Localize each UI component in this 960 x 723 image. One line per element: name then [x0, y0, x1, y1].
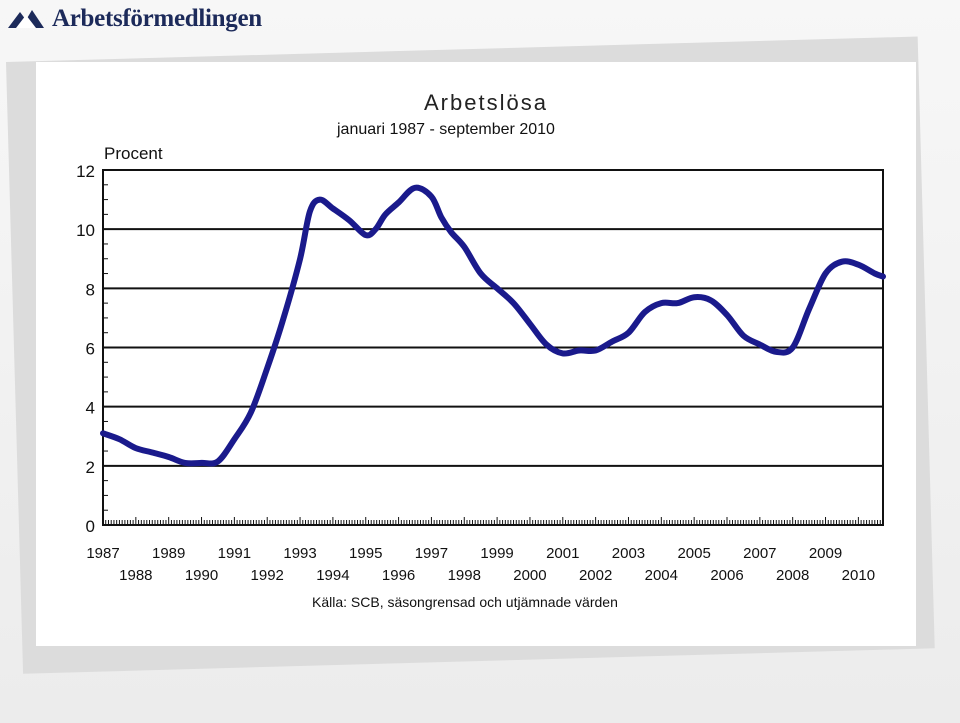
- y-tick-label-4: 4: [86, 399, 95, 418]
- x-tick-label-1996: 1996: [382, 567, 415, 584]
- x-tick-label-1988: 1988: [119, 567, 152, 584]
- x-tick-label-2002: 2002: [579, 567, 612, 584]
- x-tick-label-1998: 1998: [448, 567, 481, 584]
- x-tick-label-1990: 1990: [185, 567, 218, 584]
- x-tick-label-1992: 1992: [251, 567, 284, 584]
- brand-logo: Arbetsförmedlingen: [6, 4, 262, 34]
- x-tick-label-1999: 1999: [480, 545, 513, 562]
- series-line-0: [100, 184, 886, 467]
- y-tick-label-10: 10: [76, 221, 95, 240]
- x-tick-label-2007: 2007: [743, 545, 776, 562]
- x-tick-label-1994: 1994: [316, 567, 349, 584]
- slide: [36, 62, 916, 646]
- chart-source: Källa: SCB, säsongrensad och utjämnade v…: [312, 594, 618, 610]
- y-tick-label-12: 12: [76, 162, 95, 181]
- x-tick-label-2004: 2004: [645, 567, 678, 584]
- chart-title: Arbetslösa: [424, 90, 548, 115]
- brand-name: Arbetsförmedlingen: [52, 5, 262, 32]
- x-tick-label-2006: 2006: [710, 567, 743, 584]
- x-tick-label-2003: 2003: [612, 545, 645, 562]
- y-tick-label-8: 8: [86, 280, 95, 299]
- x-tick-label-2001: 2001: [546, 545, 579, 562]
- brand-mark-icon: [8, 10, 44, 28]
- x-tick-label-2000: 2000: [513, 567, 546, 584]
- y-tick-label-2: 2: [86, 458, 95, 477]
- x-tick-label-1991: 1991: [218, 545, 251, 562]
- x-tick-label-2005: 2005: [677, 545, 710, 562]
- x-tick-label-1997: 1997: [415, 545, 448, 562]
- x-tick-label-1987: 1987: [86, 545, 119, 562]
- y-axis-label: Procent: [104, 144, 163, 163]
- x-tick-label-2008: 2008: [776, 567, 809, 584]
- y-tick-label-0: 0: [86, 517, 95, 536]
- x-tick-label-1993: 1993: [283, 545, 316, 562]
- x-tick-label-2009: 2009: [809, 545, 842, 562]
- x-tick-label-2010: 2010: [842, 567, 875, 584]
- x-tick-label-1989: 1989: [152, 545, 185, 562]
- chart-subtitle: januari 1987 - september 2010: [337, 121, 555, 138]
- y-tick-label-6: 6: [86, 340, 95, 359]
- x-tick-label-1995: 1995: [349, 545, 382, 562]
